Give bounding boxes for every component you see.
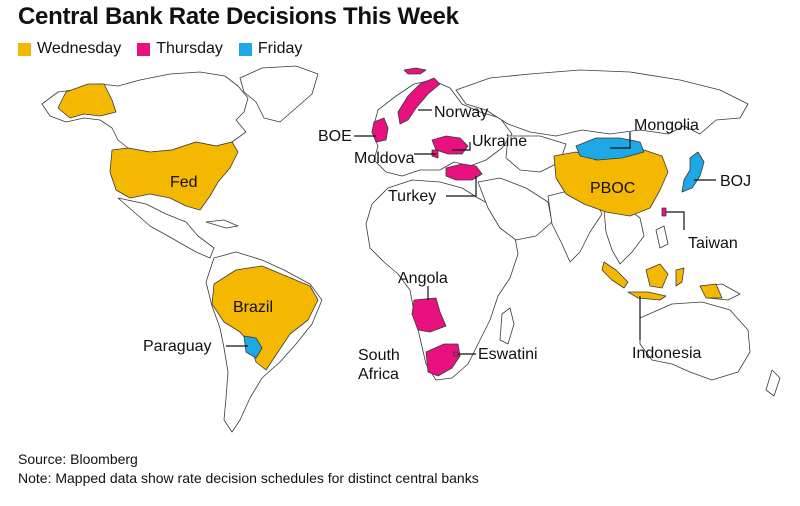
label-boj: BOJ: [720, 173, 751, 190]
country-angola: [411, 297, 447, 333]
country-indonesia-java: [627, 291, 667, 301]
label-turkey: Turkey: [388, 188, 436, 205]
legend-label-friday: Friday: [257, 40, 303, 57]
legend-swatch-friday: [238, 42, 252, 56]
chart-title: Central Bank Rate Decisions This Week: [18, 3, 459, 30]
country-uk: [371, 117, 389, 143]
leader-ukraine: [452, 142, 471, 151]
continent-africa: [365, 179, 519, 381]
label-angola: Angola: [398, 270, 448, 287]
label-taiwan: Taiwan: [688, 235, 738, 252]
country-usa: [109, 141, 239, 211]
island-philippines: [655, 225, 669, 249]
island-new-zealand: [765, 369, 781, 397]
legend-item-friday: Friday: [238, 40, 303, 58]
country-brazil: [211, 265, 319, 371]
island-svalbard: [403, 67, 427, 75]
country-indonesia-sumatra: [601, 261, 629, 289]
legend-label-wednesday: Wednesday: [37, 40, 122, 57]
label-ukraine: Ukraine: [472, 133, 527, 150]
country-eswatini: [453, 351, 459, 357]
note-text: Note: Mapped data show rate decision sch…: [18, 470, 479, 486]
leader-turkey: [446, 176, 477, 197]
legend-item-wednesday: Wednesday: [18, 40, 121, 58]
legend-swatch-thursday: [137, 42, 151, 56]
island-cuba: [205, 219, 239, 229]
label-paraguay: Paraguay: [143, 338, 212, 355]
legend: Wednesday Thursday Friday: [18, 40, 302, 58]
country-usa-alaska: [57, 83, 117, 119]
label-norway: Norway: [434, 104, 488, 121]
country-japan: [681, 151, 705, 193]
source-text: Source: Bloomberg: [18, 451, 138, 467]
leader-lines: [226, 109, 716, 355]
legend-label-thursday: Thursday: [156, 40, 223, 57]
country-australia: [639, 301, 751, 381]
label-eswatini: Eswatini: [478, 346, 538, 363]
country-south-africa: [425, 343, 461, 377]
label-fed: Fed: [170, 174, 198, 191]
label-boe: BOE: [318, 128, 352, 145]
country-indonesia-sulawesi: [675, 267, 685, 287]
leader-taiwan: [666, 211, 685, 230]
country-russia: [455, 69, 749, 137]
region-arabia: [477, 177, 553, 241]
country-turkey: [445, 163, 483, 181]
country-indonesia-papua: [699, 283, 723, 299]
region-central-asia: [505, 135, 567, 173]
island-madagascar: [499, 307, 515, 345]
leader-mongolia: [610, 132, 631, 149]
legend-item-thursday: Thursday: [137, 40, 223, 58]
country-mongolia: [575, 137, 645, 161]
country-mexico: [117, 197, 215, 259]
label-south-africa-line2: Africa: [358, 366, 399, 383]
country-greenland: [239, 65, 319, 123]
label-indonesia: Indonesia: [632, 345, 701, 362]
legend-swatch-wednesday: [18, 42, 31, 56]
country-indonesia-borneo: [645, 263, 669, 289]
label-brazil: Brazil: [233, 299, 273, 316]
label-pboc: PBOC: [590, 180, 635, 197]
label-mongolia: Mongolia: [634, 117, 699, 134]
footer: Source: Bloomberg Note: Mapped data show…: [18, 450, 479, 488]
country-taiwan: [661, 207, 667, 217]
country-paraguay: [243, 335, 263, 359]
label-south-africa-line1: South: [358, 347, 400, 364]
label-moldova: Moldova: [354, 150, 415, 167]
country-norway: [397, 77, 441, 125]
